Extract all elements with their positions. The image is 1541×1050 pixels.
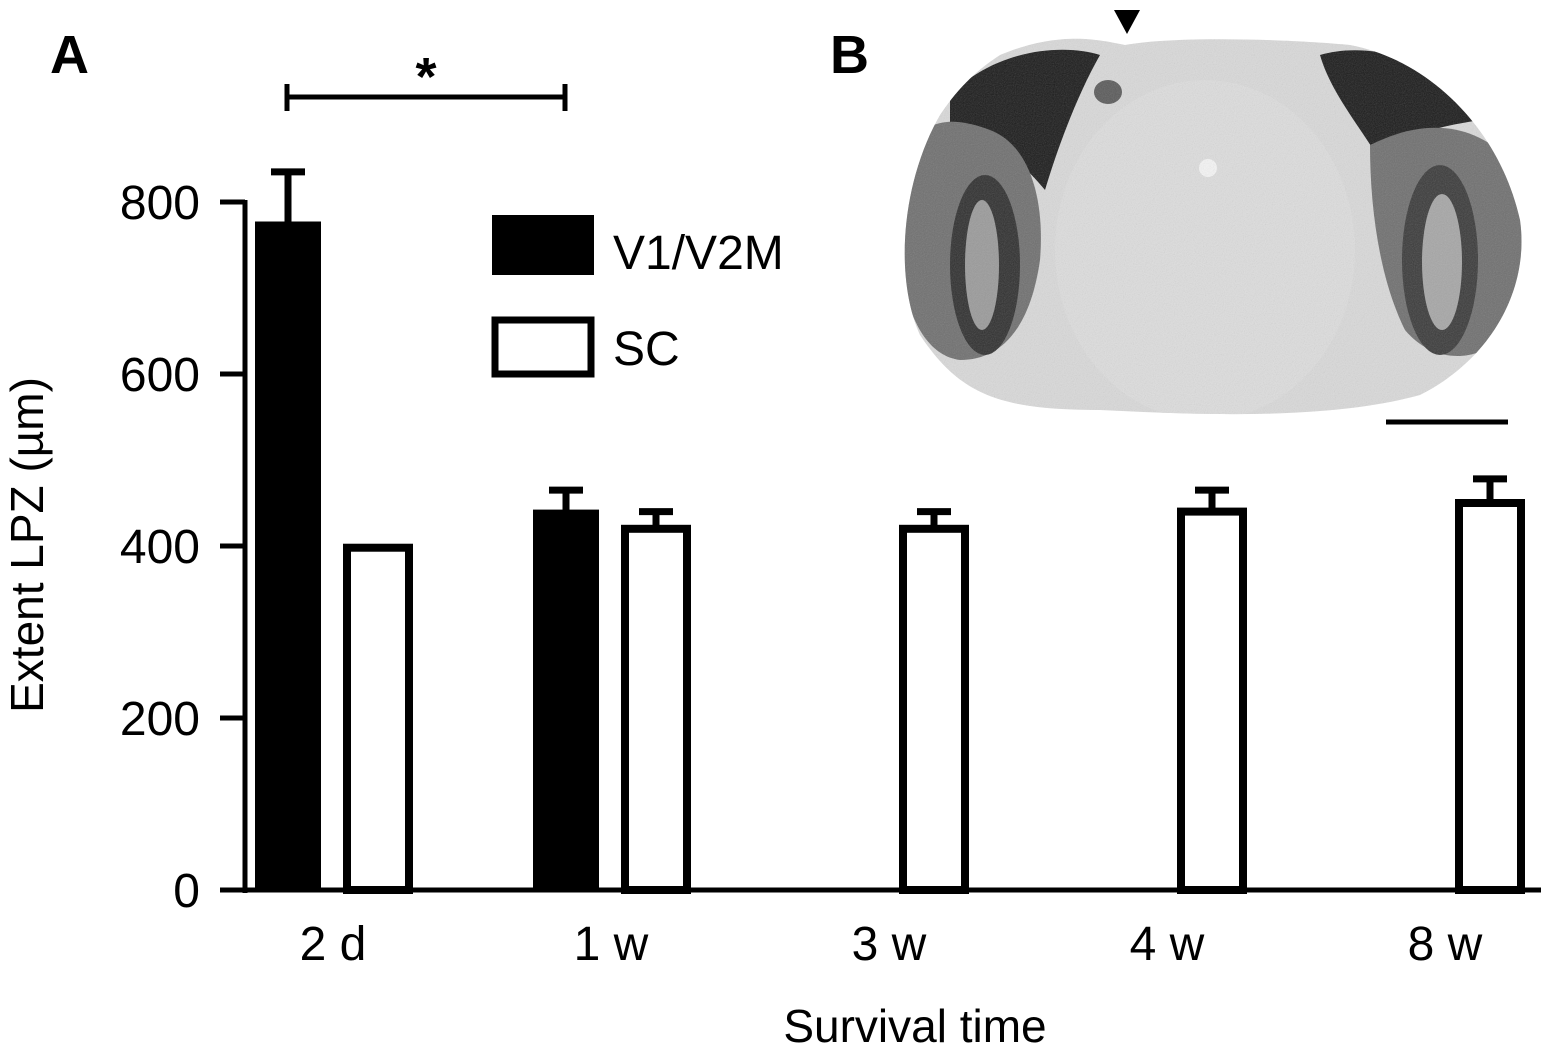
y-tick-label: 800 [120, 177, 200, 230]
x-tick-label: 8 w [1408, 918, 1483, 971]
legend-swatch-v1-v2m [492, 215, 594, 275]
y-ticks: 0 200 400 600 800 [120, 177, 245, 918]
y-tick-label: 400 [120, 521, 200, 574]
x-tick-label: 3 w [852, 918, 927, 971]
bars [255, 168, 1525, 894]
x-tick-label: 2 d [300, 918, 367, 971]
bar-sc-2 [899, 524, 969, 894]
legend: V1/V2M SC [491, 215, 784, 378]
panel-label-b: B [830, 25, 869, 85]
arrowhead-down-icon [1114, 10, 1140, 34]
x-tick-label: 4 w [1130, 918, 1205, 971]
legend-label-v1-v2m: V1/V2M [613, 227, 784, 280]
bar-v1-v2m-0 [255, 221, 321, 892]
y-tick-label: 0 [173, 865, 200, 918]
y-tick-label: 200 [120, 693, 200, 746]
x-tick-label: 1 w [574, 918, 649, 971]
bar-v1-v2m-1 [533, 509, 599, 892]
significance-marker: * [415, 47, 436, 107]
panel-label-a: A [50, 25, 89, 85]
legend-swatch-sc [491, 316, 595, 378]
x-tick-labels: 2 d 1 w 3 w 4 w 8 w [300, 918, 1483, 971]
bar-sc-0 [343, 543, 413, 894]
bar-sc-4 [1455, 499, 1525, 894]
significance-bracket: * [284, 47, 568, 111]
x-axis-title: Survival time [783, 1000, 1046, 1050]
bar-sc-1 [621, 524, 691, 894]
y-axis-title: Extent LPZ (µm) [1, 377, 53, 713]
y-tick-label: 600 [120, 349, 200, 402]
brain-section-image [904, 38, 1522, 415]
bar-sc-3 [1177, 507, 1247, 894]
legend-label-sc: SC [613, 323, 680, 376]
